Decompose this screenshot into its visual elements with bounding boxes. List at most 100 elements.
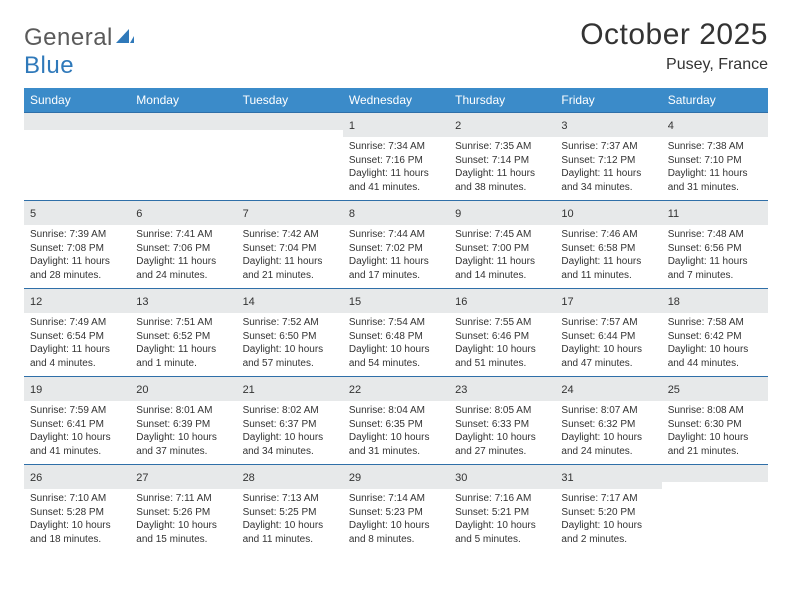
- sunrise-text: Sunrise: 8:04 AM: [349, 404, 443, 418]
- daylight-text: Daylight: 10 hours and 41 minutes.: [30, 431, 124, 458]
- sunset-text: Sunset: 6:35 PM: [349, 418, 443, 432]
- sunrise-text: Sunrise: 7:49 AM: [30, 316, 124, 330]
- sunset-text: Sunset: 7:02 PM: [349, 242, 443, 256]
- day-cell: 29Sunrise: 7:14 AMSunset: 5:23 PMDayligh…: [343, 464, 449, 552]
- day-cell: 8 Sunrise: 7:44 AMSunset: 7:02 PMDaylight…: [343, 200, 449, 288]
- sunset-text: Sunset: 7:14 PM: [455, 154, 549, 168]
- sunset-text: Sunset: 5:28 PM: [30, 506, 124, 520]
- day-number: 22: [349, 384, 361, 396]
- sunrise-text: Sunrise: 7:41 AM: [136, 228, 230, 242]
- day-cell: 21Sunrise: 8:02 AMSunset: 6:37 PMDayligh…: [237, 376, 343, 464]
- day-number: 29: [349, 472, 361, 484]
- header: General Blue October 2025 Pusey, France: [24, 18, 768, 80]
- day-cell: 30Sunrise: 7:16 AMSunset: 5:21 PMDayligh…: [449, 464, 555, 552]
- daylight-text: Daylight: 11 hours and 7 minutes.: [668, 255, 762, 282]
- daylight-text: Daylight: 10 hours and 54 minutes.: [349, 343, 443, 370]
- sunrise-text: Sunrise: 7:51 AM: [136, 316, 230, 330]
- sunset-text: Sunset: 7:12 PM: [561, 154, 655, 168]
- week-row: 19Sunrise: 7:59 AMSunset: 6:41 PMDayligh…: [24, 376, 768, 464]
- sunrise-text: Sunrise: 7:34 AM: [349, 140, 443, 154]
- day-number: 11: [668, 208, 679, 220]
- logo-part2: Blue: [24, 52, 74, 79]
- calendar-table: Sunday Monday Tuesday Wednesday Thursday…: [24, 88, 768, 552]
- day-number: 4: [668, 120, 674, 132]
- sunrise-text: Sunrise: 7:55 AM: [455, 316, 549, 330]
- day-number: 30: [455, 472, 467, 484]
- day-cell: 25Sunrise: 8:08 AMSunset: 6:30 PMDayligh…: [662, 376, 768, 464]
- day-number: 18: [668, 296, 680, 308]
- sunset-text: Sunset: 5:21 PM: [455, 506, 549, 520]
- day-number: 15: [349, 296, 361, 308]
- daylight-text: Daylight: 10 hours and 37 minutes.: [136, 431, 230, 458]
- daylight-text: Daylight: 11 hours and 28 minutes.: [30, 255, 124, 282]
- logo-sail-icon: [115, 24, 135, 52]
- day-cell: 28Sunrise: 7:13 AMSunset: 5:25 PMDayligh…: [237, 464, 343, 552]
- day-number: 6: [136, 208, 142, 220]
- daylight-text: Daylight: 10 hours and 44 minutes.: [668, 343, 762, 370]
- sunrise-text: Sunrise: 8:02 AM: [243, 404, 337, 418]
- col-sunday: Sunday: [24, 88, 130, 112]
- daylight-text: Daylight: 11 hours and 17 minutes.: [349, 255, 443, 282]
- daylight-text: Daylight: 10 hours and 51 minutes.: [455, 343, 549, 370]
- daylight-text: Daylight: 10 hours and 21 minutes.: [668, 431, 762, 458]
- daylight-text: Daylight: 11 hours and 14 minutes.: [455, 255, 549, 282]
- sunrise-text: Sunrise: 7:13 AM: [243, 492, 337, 506]
- sunset-text: Sunset: 6:32 PM: [561, 418, 655, 432]
- daylight-text: Daylight: 10 hours and 31 minutes.: [349, 431, 443, 458]
- sunrise-text: Sunrise: 7:44 AM: [349, 228, 443, 242]
- day-number: 24: [561, 384, 573, 396]
- sunset-text: Sunset: 7:10 PM: [668, 154, 762, 168]
- daylight-text: Daylight: 10 hours and 18 minutes.: [30, 519, 124, 546]
- day-number: 7: [243, 208, 249, 220]
- sunset-text: Sunset: 6:39 PM: [136, 418, 230, 432]
- day-number: 8: [349, 208, 355, 220]
- day-number: 13: [136, 296, 148, 308]
- sunrise-text: Sunrise: 7:45 AM: [455, 228, 549, 242]
- title-block: October 2025 Pusey, France: [580, 18, 768, 74]
- sunrise-text: Sunrise: 7:54 AM: [349, 316, 443, 330]
- daylight-text: Daylight: 10 hours and 57 minutes.: [243, 343, 337, 370]
- sunset-text: Sunset: 6:48 PM: [349, 330, 443, 344]
- daylight-text: Daylight: 11 hours and 21 minutes.: [243, 255, 337, 282]
- day-cell: 24Sunrise: 8:07 AMSunset: 6:32 PMDayligh…: [555, 376, 661, 464]
- sunset-text: Sunset: 5:23 PM: [349, 506, 443, 520]
- sunrise-text: Sunrise: 7:17 AM: [561, 492, 655, 506]
- day-cell: [662, 464, 768, 552]
- week-row: 12Sunrise: 7:49 AMSunset: 6:54 PMDayligh…: [24, 288, 768, 376]
- day-cell: 9Sunrise: 7:45 AMSunset: 7:00 PMDaylight…: [449, 200, 555, 288]
- daylight-text: Daylight: 10 hours and 34 minutes.: [243, 431, 337, 458]
- day-number: 3: [561, 120, 567, 132]
- day-number: 12: [30, 296, 42, 308]
- sunrise-text: Sunrise: 7:35 AM: [455, 140, 549, 154]
- week-row: 26Sunrise: 7:10 AMSunset: 5:28 PMDayligh…: [24, 464, 768, 552]
- sunrise-text: Sunrise: 7:48 AM: [668, 228, 762, 242]
- day-cell: 22 Sunrise: 8:04 AMSunset: 6:35 PMDayligh…: [343, 376, 449, 464]
- sunrise-text: Sunrise: 7:58 AM: [668, 316, 762, 330]
- sunrise-text: Sunrise: 7:42 AM: [243, 228, 337, 242]
- day-cell: [237, 112, 343, 200]
- sunset-text: Sunset: 7:00 PM: [455, 242, 549, 256]
- sunset-text: Sunset: 7:06 PM: [136, 242, 230, 256]
- col-friday: Friday: [555, 88, 661, 112]
- sunset-text: Sunset: 6:58 PM: [561, 242, 655, 256]
- daylight-text: Daylight: 10 hours and 5 minutes.: [455, 519, 549, 546]
- day-number: 25: [668, 384, 680, 396]
- col-monday: Monday: [130, 88, 236, 112]
- day-number: 20: [136, 384, 148, 396]
- sunrise-text: Sunrise: 7:11 AM: [136, 492, 230, 506]
- col-thursday: Thursday: [449, 88, 555, 112]
- day-cell: 5Sunrise: 7:39 AMSunset: 7:08 PMDaylight…: [24, 200, 130, 288]
- sunset-text: Sunset: 6:44 PM: [561, 330, 655, 344]
- sunset-text: Sunset: 7:04 PM: [243, 242, 337, 256]
- sunset-text: Sunset: 7:16 PM: [349, 154, 443, 168]
- location: Pusey, France: [580, 56, 768, 74]
- sunrise-text: Sunrise: 7:57 AM: [561, 316, 655, 330]
- day-cell: 27Sunrise: 7:11 AMSunset: 5:26 PMDayligh…: [130, 464, 236, 552]
- sunset-text: Sunset: 6:37 PM: [243, 418, 337, 432]
- sunrise-text: Sunrise: 7:52 AM: [243, 316, 337, 330]
- sunrise-text: Sunrise: 8:08 AM: [668, 404, 762, 418]
- sunset-text: Sunset: 6:52 PM: [136, 330, 230, 344]
- day-cell: 13Sunrise: 7:51 AMSunset: 6:52 PMDayligh…: [130, 288, 236, 376]
- day-cell: 12Sunrise: 7:49 AMSunset: 6:54 PMDayligh…: [24, 288, 130, 376]
- col-saturday: Saturday: [662, 88, 768, 112]
